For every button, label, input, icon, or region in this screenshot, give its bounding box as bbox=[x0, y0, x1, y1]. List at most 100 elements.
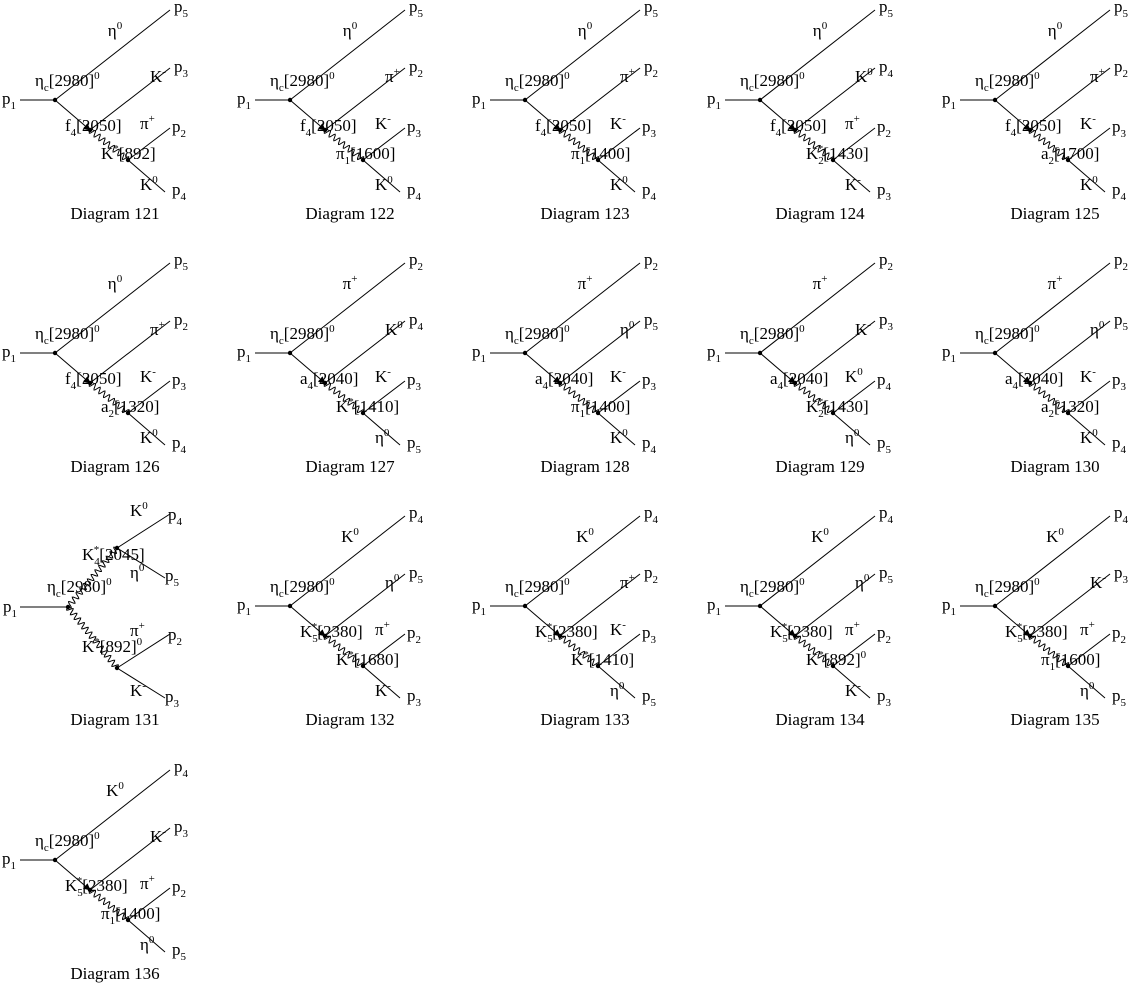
momentum-label: p5 bbox=[172, 940, 187, 963]
vertex bbox=[992, 350, 998, 356]
label-text: η bbox=[975, 324, 984, 343]
subscript: 5 bbox=[1123, 321, 1129, 333]
vertex bbox=[595, 663, 601, 669]
label-text: η bbox=[270, 71, 279, 90]
label-text: K bbox=[130, 681, 143, 700]
particle-label: π+ bbox=[385, 66, 400, 86]
label-text: η bbox=[47, 577, 56, 596]
label-text: η bbox=[1080, 681, 1089, 700]
subscript: 5 bbox=[653, 321, 659, 333]
label-text: [1410] bbox=[589, 650, 634, 669]
incoming-label: p1 bbox=[237, 89, 251, 112]
superscript: - bbox=[1092, 366, 1096, 378]
label-text: π bbox=[813, 274, 822, 293]
particle-label: K- bbox=[375, 366, 391, 386]
subscript: 1 bbox=[580, 155, 586, 167]
label-text: p bbox=[472, 89, 481, 108]
propagator-label: π1[1600] bbox=[1041, 650, 1100, 673]
particle-label: K- bbox=[845, 680, 861, 700]
momentum-label: p2 bbox=[644, 250, 658, 273]
propagator-label: a2[1320] bbox=[1041, 397, 1099, 420]
particle-label: K- bbox=[1080, 366, 1096, 386]
label-text: p bbox=[642, 686, 651, 705]
particle-label: π+ bbox=[620, 572, 635, 592]
label-text: a bbox=[770, 369, 778, 388]
incoming-label: p1 bbox=[942, 89, 956, 112]
label-text: K bbox=[610, 367, 623, 386]
label-text: p bbox=[879, 0, 888, 16]
label-text: [2050] bbox=[311, 116, 356, 135]
subscript: 1 bbox=[951, 353, 957, 365]
vertex bbox=[992, 97, 998, 103]
particle-line bbox=[289, 515, 406, 607]
particle-line bbox=[54, 769, 171, 861]
superscript: 0 bbox=[622, 427, 628, 439]
label-text: π bbox=[130, 621, 139, 640]
propagator-arrow bbox=[54, 352, 91, 384]
label-text: a bbox=[1005, 369, 1013, 388]
superscript: - bbox=[162, 66, 166, 78]
label-text: η bbox=[505, 324, 514, 343]
propagator-wavy bbox=[323, 129, 365, 161]
label-text: p bbox=[409, 57, 418, 76]
subscript: 5 bbox=[416, 444, 422, 456]
incoming-label: p1 bbox=[237, 595, 251, 618]
label-text: p bbox=[174, 817, 183, 836]
label-text: p bbox=[409, 0, 418, 16]
subscript: 1 bbox=[481, 353, 487, 365]
superscript: 0 bbox=[139, 562, 145, 574]
label-text: p bbox=[1112, 433, 1121, 452]
particle-label: η0 bbox=[1090, 319, 1105, 339]
resonance-label: ηc[2980]0 bbox=[35, 70, 100, 94]
label-text: K bbox=[300, 622, 313, 641]
label-text: K bbox=[1080, 114, 1093, 133]
propagator-wavy bbox=[67, 546, 118, 609]
particle-label: K0 bbox=[610, 427, 628, 447]
propagator-arrow bbox=[524, 99, 561, 131]
label-text: [2980] bbox=[754, 71, 799, 90]
subscript: 4 bbox=[651, 191, 657, 203]
label-text: [2040] bbox=[783, 369, 828, 388]
particle-line bbox=[832, 412, 871, 446]
label-text: a bbox=[101, 397, 109, 416]
propagator-wavy bbox=[1028, 129, 1070, 161]
subscript: 3 bbox=[651, 634, 657, 646]
particle-label: K0 bbox=[140, 174, 158, 194]
label-text: p bbox=[407, 370, 416, 389]
particle-line bbox=[1067, 412, 1106, 446]
label-text: K bbox=[101, 144, 114, 163]
particle-label: K0 bbox=[106, 780, 124, 800]
label-text: K bbox=[855, 320, 868, 339]
propagator-arrow bbox=[759, 352, 796, 384]
subscript: 1 bbox=[1050, 661, 1056, 673]
subscript: 2 bbox=[418, 68, 424, 80]
label-text: [2050] bbox=[76, 116, 121, 135]
vertex bbox=[522, 97, 528, 103]
label-text: η bbox=[343, 21, 352, 40]
label-text: p bbox=[2, 342, 11, 361]
label-text: p bbox=[472, 595, 481, 614]
feynman-diagram: p1ηc[2980]0K4*[2045]K0η0K*[892]0π+K-p4p5… bbox=[3, 500, 183, 729]
superscript: - bbox=[622, 113, 626, 125]
subscript: 5 bbox=[888, 8, 894, 20]
particle-label: K0 bbox=[1046, 526, 1064, 546]
label-text: f bbox=[300, 116, 306, 135]
subscript: 2 bbox=[1049, 155, 1055, 167]
label-text: f bbox=[65, 116, 71, 135]
subscript: 1 bbox=[345, 155, 351, 167]
particle-line bbox=[89, 827, 171, 891]
label-text: π bbox=[101, 904, 110, 923]
particle-line bbox=[597, 127, 641, 161]
propagator-label: K*[1410] bbox=[336, 396, 399, 416]
momentum-label: p5 bbox=[879, 0, 894, 20]
label-text: π bbox=[1090, 67, 1099, 86]
propagator-wavy bbox=[88, 382, 130, 414]
label-text: p bbox=[165, 687, 174, 706]
propagator-arrow bbox=[54, 99, 91, 131]
subscript: 2 bbox=[653, 574, 659, 586]
label-text: p bbox=[707, 89, 716, 108]
superscript: * bbox=[1017, 621, 1023, 633]
